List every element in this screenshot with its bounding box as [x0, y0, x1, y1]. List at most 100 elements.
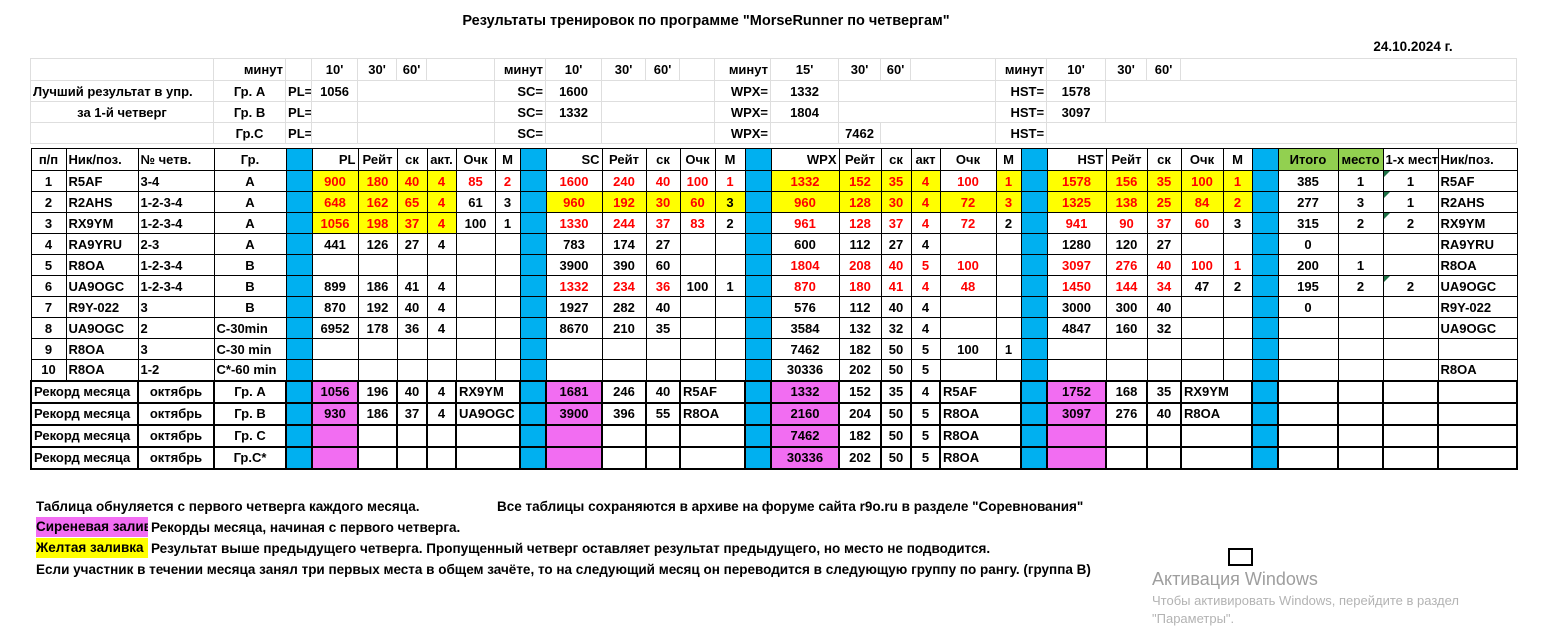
cell[interactable] [1277, 401, 1339, 426]
cell[interactable] [995, 317, 1022, 339]
cell[interactable] [1277, 379, 1339, 404]
cell[interactable] [357, 338, 398, 360]
cell[interactable]: 960 [770, 191, 840, 213]
cell[interactable]: HST= [995, 122, 1048, 144]
cell[interactable]: 1-х мест [1382, 148, 1439, 171]
cell[interactable] [601, 359, 647, 381]
cell[interactable]: 112 [838, 296, 882, 318]
cell[interactable]: 1330 [545, 212, 603, 234]
separator-cell[interactable] [744, 338, 772, 360]
cell[interactable]: RX9YM [1180, 379, 1253, 404]
cell[interactable] [455, 445, 521, 470]
cell[interactable]: 186 [357, 401, 398, 426]
cell[interactable]: Гр. [213, 148, 287, 171]
cell[interactable] [494, 254, 521, 276]
separator-cell[interactable] [1020, 423, 1048, 448]
cell[interactable]: 1-2-3-4 [137, 212, 215, 234]
cell[interactable]: акт. [426, 148, 457, 171]
cell[interactable] [645, 338, 681, 360]
cell[interactable] [1382, 338, 1439, 360]
cell[interactable]: UA9OGC [65, 275, 139, 297]
cell[interactable] [679, 445, 746, 470]
cell[interactable]: 1578 [1046, 80, 1107, 102]
cell[interactable]: 1 [714, 275, 746, 297]
cell[interactable] [1437, 423, 1518, 448]
cell[interactable]: Рекорд месяца [30, 401, 139, 426]
cell[interactable]: 3900 [545, 254, 603, 276]
separator-cell[interactable] [285, 359, 313, 381]
cell[interactable]: 8 [30, 317, 67, 339]
cell[interactable]: 5 [910, 423, 941, 448]
cell[interactable]: 202 [838, 445, 882, 470]
cell[interactable]: 72 [939, 212, 997, 234]
cell[interactable]: 10' [311, 58, 359, 81]
cell[interactable] [426, 445, 457, 470]
cell[interactable]: 200 [1277, 254, 1339, 276]
cell[interactable]: 47 [1180, 275, 1224, 297]
separator-cell[interactable] [519, 254, 547, 276]
separator-cell[interactable] [1020, 191, 1048, 213]
cell[interactable]: 100 [939, 170, 997, 192]
cell[interactable]: 198 [357, 212, 398, 234]
cell[interactable]: 1600 [545, 170, 603, 192]
cell[interactable] [396, 359, 428, 381]
cell[interactable]: А [213, 191, 287, 213]
separator-cell[interactable] [1251, 254, 1279, 276]
cell[interactable]: 3-4 [137, 170, 215, 192]
cell[interactable]: 441 [311, 233, 359, 255]
cell[interactable]: 2 [137, 317, 215, 339]
cell[interactable]: 27 [396, 233, 428, 255]
cell[interactable]: 7 [30, 296, 67, 318]
separator-cell[interactable] [1020, 317, 1048, 339]
separator-cell[interactable] [519, 423, 547, 448]
cell[interactable] [1337, 379, 1384, 404]
cell[interactable] [1046, 338, 1107, 360]
cell[interactable]: 7462 [838, 122, 882, 144]
cell[interactable] [494, 275, 521, 297]
separator-cell[interactable] [744, 401, 772, 426]
cell[interactable]: 30336 [770, 445, 840, 470]
cell[interactable]: 1450 [1046, 275, 1107, 297]
separator-cell[interactable] [519, 379, 547, 404]
separator-cell[interactable] [744, 296, 772, 318]
cell[interactable]: RX9YM [1437, 212, 1518, 234]
cell[interactable]: R8OA [1437, 254, 1518, 276]
cell[interactable]: 192 [601, 191, 647, 213]
cell[interactable] [1337, 296, 1384, 318]
cell[interactable] [357, 101, 496, 123]
cell[interactable]: WPX= [714, 101, 772, 123]
separator-cell[interactable] [285, 170, 313, 192]
cell[interactable]: C-30min [213, 317, 287, 339]
cell[interactable]: R8OA [679, 401, 746, 426]
cell[interactable] [601, 338, 647, 360]
cell[interactable] [714, 233, 746, 255]
cell[interactable]: 899 [311, 275, 359, 297]
cell[interactable]: М [1222, 148, 1253, 171]
cell[interactable]: 32 [1146, 317, 1182, 339]
cell[interactable]: 182 [838, 338, 882, 360]
cell[interactable] [1222, 317, 1253, 339]
cell[interactable]: PL= [285, 101, 313, 123]
separator-cell[interactable] [1251, 212, 1279, 234]
cell[interactable]: R5AF [1437, 170, 1518, 192]
cell[interactable]: № четв. [137, 148, 215, 171]
cell[interactable] [1105, 80, 1518, 102]
cell[interactable]: 35 [1146, 379, 1182, 404]
cell[interactable]: 35 [645, 317, 681, 339]
cell[interactable]: RX9YM [65, 212, 139, 234]
cell[interactable]: Рекорд месяца [30, 445, 139, 470]
cell[interactable]: Гр. В [213, 101, 287, 123]
separator-cell[interactable] [744, 191, 772, 213]
separator-cell[interactable] [285, 233, 313, 255]
cell[interactable] [494, 359, 521, 381]
cell[interactable]: 1-2-3-4 [137, 275, 215, 297]
separator-cell[interactable] [519, 191, 547, 213]
cell[interactable]: октябрь [137, 423, 215, 448]
cell[interactable]: октябрь [137, 401, 215, 426]
cell[interactable] [1337, 338, 1384, 360]
separator-cell[interactable] [519, 170, 547, 192]
cell[interactable]: 4 [910, 317, 941, 339]
cell[interactable]: 4 [910, 212, 941, 234]
separator-cell[interactable] [744, 445, 772, 470]
cell[interactable]: Итого [1277, 148, 1339, 171]
